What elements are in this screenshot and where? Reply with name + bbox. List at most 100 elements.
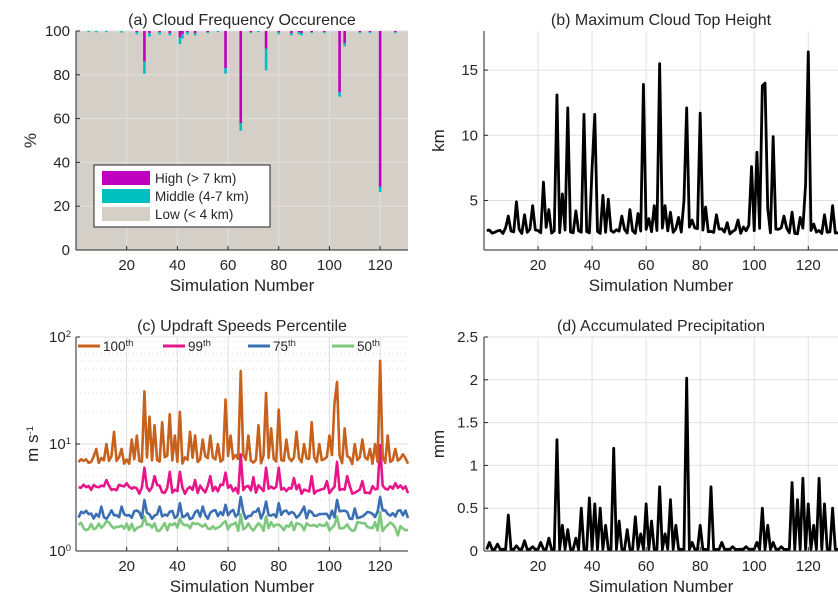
line-updraft-75th bbox=[77, 495, 410, 521]
y-tick-label: 1.5 bbox=[457, 415, 478, 432]
legend-label-sup: th bbox=[372, 338, 380, 349]
x-axis-label: Simulation Number bbox=[589, 276, 734, 295]
bar-middle-sim-106 bbox=[343, 43, 346, 47]
x-tick-label: 80 bbox=[692, 558, 709, 575]
panel-b: 20 40 60 80 100 120 5 10 15 (b) Maximum Cloud Top… bbox=[429, 12, 838, 295]
bar-middle-sim-126 bbox=[394, 32, 397, 34]
legend-label: 75th bbox=[273, 338, 296, 355]
bar-middle-sim-12 bbox=[105, 31, 108, 33]
legend-label: Low (< 4 km) bbox=[155, 207, 233, 222]
y-tick-label-base: 10 bbox=[49, 543, 66, 560]
x-tick-label: 100 bbox=[742, 558, 767, 575]
bar-high-sim-75 bbox=[264, 31, 268, 49]
line-cloud-top-height bbox=[486, 50, 838, 236]
bar-middle-sim-88 bbox=[297, 32, 301, 35]
panel-d: 20 40 60 80 100 120 0 0.5 1 1.5 2 2.5 (d) Accumulate… bbox=[429, 318, 838, 596]
chart-title: (b) Maximum Cloud Top Height bbox=[551, 12, 772, 29]
bar-middle-sim-69 bbox=[249, 32, 253, 34]
line-updraft-99th bbox=[78, 443, 410, 496]
legend-label-sup: th bbox=[126, 338, 134, 349]
bar-high-sim-52 bbox=[206, 31, 210, 33]
bar-high-sim-69 bbox=[249, 31, 253, 33]
x-axis-label: Simulation Number bbox=[170, 577, 315, 596]
legend-label-base: 100 bbox=[103, 339, 126, 354]
y-tick-label-sup: 1 bbox=[66, 436, 71, 447]
x-tick-label: 120 bbox=[796, 558, 821, 575]
y-tick-label: 20 bbox=[53, 198, 70, 215]
y-tick-label: 40 bbox=[53, 154, 70, 171]
y-tick-label: 100 bbox=[49, 543, 71, 561]
bar-middle-sim-33 bbox=[158, 32, 161, 35]
bar-high-sim-47 bbox=[193, 31, 197, 34]
y-tick-label: 102 bbox=[49, 329, 71, 347]
bar-middle-sim-41 bbox=[178, 37, 182, 45]
bar-middle-sim-89 bbox=[300, 33, 303, 36]
x-tick-label: 40 bbox=[584, 257, 601, 274]
legend-swatch bbox=[102, 171, 150, 185]
y-tick-label: 2.5 bbox=[457, 329, 478, 346]
x-tick-label: 20 bbox=[530, 558, 547, 575]
bar-high-sim-42 bbox=[181, 31, 184, 35]
bar-middle-sim-112 bbox=[358, 32, 362, 34]
bar-middle-sim-120 bbox=[378, 186, 382, 192]
bar-high-sim-29 bbox=[148, 31, 151, 34]
x-tick-label: 120 bbox=[368, 257, 393, 274]
bar-middle-sim-59 bbox=[224, 68, 227, 74]
bar-high-sim-85 bbox=[290, 31, 293, 34]
chart-title: (d) Accumulated Precipitation bbox=[557, 318, 765, 335]
x-tick-label: 60 bbox=[220, 257, 237, 274]
bar-high-sim-116 bbox=[368, 31, 372, 33]
y-axis-label-sup: -1 bbox=[25, 426, 36, 434]
y-tick-label: 0 bbox=[470, 543, 478, 560]
legend-label: 50th bbox=[357, 338, 380, 355]
bar-high-sim-98 bbox=[323, 31, 326, 33]
x-tick-label: 40 bbox=[169, 558, 186, 575]
x-tick-label: 20 bbox=[530, 257, 547, 274]
y-tick-label: 15 bbox=[461, 62, 478, 79]
bar-high-sim-41 bbox=[178, 31, 182, 38]
bar-middle-sim-29 bbox=[148, 33, 151, 37]
bar-middle-sim-56 bbox=[216, 31, 220, 33]
legend-label: 99th bbox=[188, 338, 211, 355]
bar-middle-sim-18 bbox=[120, 31, 123, 33]
bar-high-sim-93 bbox=[310, 31, 313, 33]
bar-middle-sim-27 bbox=[143, 61, 146, 74]
x-tick-label: 80 bbox=[270, 558, 287, 575]
y-tick-label: 1 bbox=[470, 457, 478, 474]
x-tick-label: 20 bbox=[118, 558, 135, 575]
bar-middle-sim-44 bbox=[186, 32, 189, 35]
panel-a: 20 40 60 80 100 120 0 20 40 60 80 100 (a) Cloud Freq… bbox=[21, 12, 408, 295]
y-tick-label: 5 bbox=[470, 192, 478, 209]
bar-high-sim-126 bbox=[394, 31, 397, 33]
bar-high-sim-27 bbox=[143, 31, 146, 62]
bar-high-sim-33 bbox=[158, 31, 161, 33]
bar-high-sim-120 bbox=[378, 31, 382, 187]
legend-label: High (> 7 km) bbox=[155, 171, 236, 186]
legend-a: High (> 7 km) Middle (4-7 km) Low (< 4 km) bbox=[93, 164, 271, 228]
bar-middle-sim-65 bbox=[239, 122, 243, 131]
bar-high-sim-112 bbox=[358, 31, 362, 33]
y-tick-label: 60 bbox=[53, 111, 70, 128]
legend-label-base: 50 bbox=[357, 339, 372, 354]
chart-title: (a) Cloud Frequency Occurence bbox=[128, 12, 356, 29]
bar-middle-sim-98 bbox=[323, 32, 326, 34]
y-tick-label: 0 bbox=[62, 242, 70, 259]
bar-middle-sim-52 bbox=[206, 32, 210, 34]
x-tick-label: 100 bbox=[317, 257, 342, 274]
bar-middle-sim-37 bbox=[168, 33, 172, 36]
legend-label-sup: th bbox=[288, 338, 296, 349]
y-axis-label: km bbox=[429, 129, 448, 152]
x-tick-label: 120 bbox=[796, 257, 821, 274]
y-tick-label-base: 10 bbox=[49, 329, 66, 346]
y-tick-label: 0.5 bbox=[457, 500, 478, 517]
bar-high-sim-65 bbox=[239, 31, 243, 123]
chart-title: (c) Updraft Speeds Percentile bbox=[137, 318, 347, 335]
x-tick-label: 100 bbox=[317, 558, 342, 575]
legend-swatch bbox=[102, 189, 150, 203]
bar-high-sim-44 bbox=[186, 31, 189, 33]
y-axis-label: % bbox=[21, 133, 40, 148]
bar-high-sim-80 bbox=[277, 31, 281, 33]
y-tick-label: 2 bbox=[470, 372, 478, 389]
bar-middle-sim-8 bbox=[94, 31, 98, 33]
